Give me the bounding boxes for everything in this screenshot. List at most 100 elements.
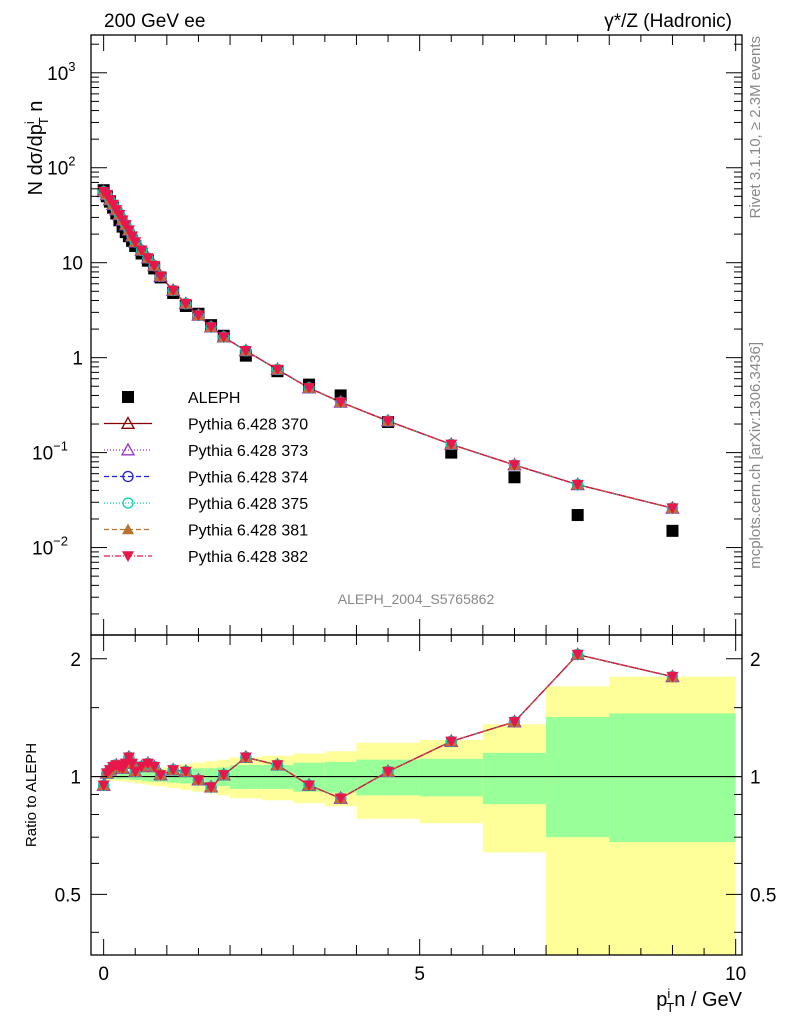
mc-point-6	[135, 245, 148, 257]
y-tick-label: 102	[47, 154, 75, 180]
legend-label-4: Pythia 6.428 375	[188, 496, 308, 513]
mc-point-6	[571, 479, 584, 491]
ratio-point-6	[148, 761, 161, 773]
ratio-point-6	[571, 649, 584, 661]
ratio-y-tick-label: 0.5	[55, 885, 81, 906]
ratio-point-6	[179, 766, 192, 778]
series-line-3	[103, 191, 673, 509]
ratio-point-6	[666, 671, 679, 683]
legend: ALEPH Pythia 6.428 370 Pythia 6.428 373 Pyt…	[104, 390, 308, 566]
legend-label-5: Pythia 6.428 381	[188, 523, 308, 540]
legend-marker-2	[120, 442, 136, 456]
y-tick-label: 1	[72, 349, 83, 370]
ratio-point-6	[154, 770, 167, 781]
data-point	[666, 524, 679, 537]
ratio-point-6	[192, 775, 205, 786]
ratio-point-6	[135, 761, 148, 773]
band-stat	[419, 758, 483, 797]
ratio-point-6	[122, 752, 135, 764]
ratio-point-6	[141, 758, 154, 770]
y-tick-label: 10	[62, 254, 83, 275]
band-stat	[609, 713, 736, 843]
ratio-y-tick-label-right: 2	[750, 650, 761, 671]
svg-text:N dσ/dpiT n: N dσ/dpiT n	[22, 101, 51, 196]
x-tick-label: 0	[98, 964, 109, 985]
ratio-frame	[90, 634, 743, 956]
ratio-point-6	[382, 766, 395, 778]
mc-point-6	[113, 209, 126, 221]
ratio-point-6	[271, 760, 284, 772]
x-tick-label: 5	[414, 964, 425, 985]
ratio-point-6	[97, 780, 110, 792]
ratio-point-6	[303, 780, 316, 792]
series-line-1	[103, 191, 673, 509]
ratio-point-6	[126, 758, 139, 770]
analysis-watermark: ALEPH_2004_S5765862	[338, 591, 495, 607]
legend-marker-0	[122, 391, 134, 403]
series-line-2	[103, 191, 673, 509]
y-tick-label: 10−2	[32, 534, 68, 560]
mc-point-6	[167, 285, 180, 297]
ratio-xlabel: pi Tn / GeV	[656, 986, 742, 1015]
mc-point-6	[122, 225, 135, 237]
mc-point-6	[126, 231, 139, 243]
mcplots-label: mcplots.cern.ch [arXiv:1306.3436]	[747, 342, 764, 569]
series-line-6	[103, 191, 673, 509]
main-ylabel: N dσ/dpiT n	[22, 101, 51, 196]
series-line-4	[103, 191, 673, 509]
mc-point-6	[334, 397, 347, 409]
axes: 10−2 10−1 1 10 102 103 0 5 10 0.5 0.5 1 1 2 2	[32, 34, 776, 985]
ratio-panel	[96, 647, 680, 805]
main-frame	[90, 34, 743, 636]
mc-point-6	[154, 271, 167, 283]
ratio-point-6	[167, 765, 180, 776]
legend-label-6: Pythia 6.428 382	[188, 549, 308, 566]
legend-marker-6	[122, 551, 134, 562]
ratio-y-tick-label-right: 1	[750, 768, 761, 789]
rivet-label: Rivet 3.1.10, ≥ 2.3M events	[747, 36, 764, 219]
mc-point-6	[666, 503, 679, 515]
series-line-5	[103, 191, 673, 509]
mc-point-6	[179, 298, 192, 310]
ratio-point-6	[445, 736, 458, 748]
mc-point-6	[303, 383, 316, 394]
ratio-point-6	[334, 793, 347, 805]
ratio-point-6	[205, 782, 218, 794]
band-stat	[482, 752, 547, 805]
main-panel	[96, 184, 680, 537]
mc-point-6	[271, 364, 284, 376]
mc-point-6	[217, 332, 230, 344]
header-left: 200 GeV ee	[104, 11, 205, 32]
data-point	[508, 471, 521, 484]
mc-point-6	[192, 310, 205, 322]
mc-point-6	[205, 322, 218, 334]
ratio-point-6	[508, 717, 521, 728]
legend-marker-1	[120, 416, 136, 429]
ratio-point-6	[217, 770, 230, 781]
ratio-bands	[91, 676, 742, 955]
legend-label-2: Pythia 6.428 373	[188, 443, 308, 460]
ratio-point-6	[239, 752, 252, 764]
ratio-y-tick-label-right: 0.5	[750, 885, 776, 906]
x-tick-label: 10	[725, 964, 746, 985]
legend-label-3: Pythia 6.428 374	[188, 470, 308, 487]
mc-point-6	[129, 237, 142, 249]
y-tick-label: 10−1	[32, 439, 68, 465]
legend-marker-5	[122, 523, 134, 535]
band-stat	[324, 761, 357, 793]
ratio-y-tick-label: 2	[70, 650, 81, 671]
mc-point-6	[382, 416, 395, 428]
mc-point-6	[445, 439, 458, 451]
ratio-point-6	[129, 766, 142, 778]
ratio-ylabel: Ratio to ALEPH	[23, 743, 40, 847]
ratio-y-tick-label: 1	[70, 768, 81, 789]
legend-marker-3	[122, 470, 134, 483]
legend-marker-4	[122, 497, 134, 509]
legend-label-0: ALEPH	[188, 390, 240, 407]
mc-point-6	[148, 260, 161, 272]
data-point	[571, 509, 584, 522]
header-right: γ*/Z (Hadronic)	[604, 11, 732, 32]
legend-label-1: Pythia 6.428 370	[188, 417, 308, 434]
